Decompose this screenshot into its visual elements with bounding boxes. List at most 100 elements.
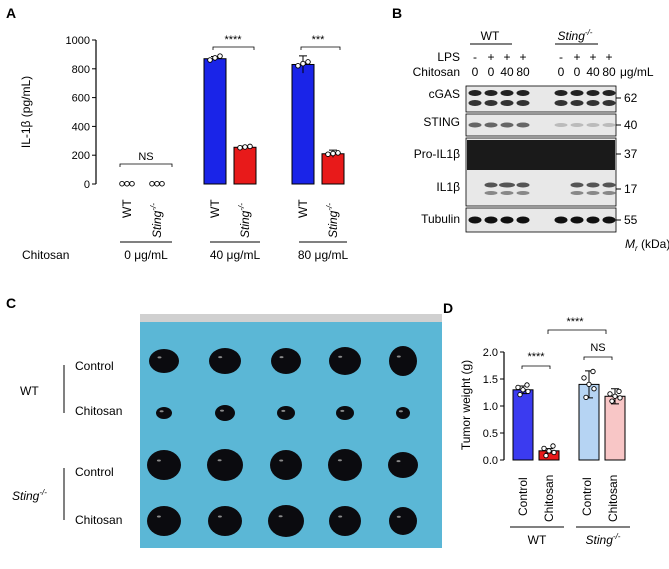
panel-d-xlabel: Control xyxy=(516,477,530,516)
panel-d-bars xyxy=(512,368,626,461)
panel-d-point xyxy=(586,381,592,388)
panel-a-point xyxy=(129,180,135,187)
tumor xyxy=(389,346,417,376)
panel-a-ytick: 1000 xyxy=(66,35,90,47)
panel-d-point xyxy=(515,384,521,391)
panel-a-sig-ns: NS xyxy=(138,151,153,163)
blot-label: Pro-IL1β xyxy=(414,147,460,161)
panel-d-ytick: 0.0 xyxy=(483,455,498,467)
panel-c-letter: C xyxy=(6,295,16,311)
panel-a-point xyxy=(119,180,125,187)
panel-d-point xyxy=(609,398,615,404)
blot-band xyxy=(516,100,530,106)
tumor xyxy=(209,348,241,374)
panel-d-point xyxy=(524,382,530,388)
panel-a-y-ticks: 0 200 400 600 800 1000 xyxy=(66,35,96,191)
blot-band-pro-il1b xyxy=(467,140,615,170)
panel-a-ytick: 600 xyxy=(72,93,90,105)
tumor xyxy=(388,452,418,478)
blot-marker-label: 17 xyxy=(624,182,638,196)
panel-c: C Control Chitosan Control Chitosan WT S… xyxy=(6,295,442,548)
blot-band xyxy=(500,122,514,128)
blot-band xyxy=(468,216,482,224)
tumor-highlight xyxy=(396,355,401,358)
panel-b-lps-value: + xyxy=(519,50,526,64)
panel-d-point xyxy=(591,386,597,392)
blot-band xyxy=(570,182,584,188)
panel-a-xlabel-wt: WT xyxy=(296,199,310,218)
panel-d-point xyxy=(520,387,526,393)
ruler xyxy=(140,314,442,322)
panel-d-xlabel: Control xyxy=(580,477,594,516)
panel-d-bar xyxy=(604,395,626,461)
panel-b-chitosan-value: 0 xyxy=(472,65,479,79)
blot-band xyxy=(602,123,616,127)
tumor-highlight xyxy=(398,410,403,413)
panel-a-group-label: 40 μg/mL xyxy=(210,248,261,262)
panel-b-group-sting: Sting-/- xyxy=(558,28,593,43)
panel-a-point xyxy=(149,180,155,187)
blot-band xyxy=(468,100,482,106)
panel-a-point xyxy=(154,180,160,187)
tumor xyxy=(270,450,302,480)
blot-label: Tubulin xyxy=(421,212,460,226)
tumor xyxy=(149,349,179,373)
panel-a-point xyxy=(325,151,331,157)
panel-d-point xyxy=(541,445,547,452)
panel-b-letter: B xyxy=(392,5,402,21)
panel-b-unit: μg/mL xyxy=(620,65,654,79)
blot-band xyxy=(586,216,600,224)
blot-band xyxy=(516,216,530,224)
panel-a-xlabel-wt: WT xyxy=(120,199,134,218)
tumor-highlight xyxy=(338,355,343,358)
blot-band xyxy=(554,216,568,224)
panel-c-row-label: Control xyxy=(75,359,114,373)
panel-a-bar xyxy=(203,58,227,185)
blot-membrane xyxy=(465,85,617,113)
tumor-highlight xyxy=(340,409,345,412)
panel-a-bar xyxy=(233,146,257,185)
blot-label: IL1β xyxy=(436,180,460,194)
tumor xyxy=(329,506,361,536)
panel-d-xlabel: Chitosan xyxy=(606,475,620,522)
panel-b-chitosan-value: 80 xyxy=(516,65,530,79)
tumor-highlight xyxy=(217,515,222,518)
panel-d-bracket-sting xyxy=(583,356,613,360)
blot-band xyxy=(586,90,600,96)
panel-d-point xyxy=(612,393,618,399)
panel-d-ytick: 0.5 xyxy=(483,428,498,440)
panel-d-bracket-wt xyxy=(521,365,551,369)
panel-d-point xyxy=(617,395,623,401)
tumor-highlight xyxy=(157,356,162,359)
blot-band xyxy=(554,123,568,127)
panel-a-ytick: 400 xyxy=(72,121,90,133)
panel-d-letter: D xyxy=(443,300,453,316)
panel-d-point xyxy=(551,449,557,456)
blot-band xyxy=(468,122,482,128)
panel-b-lps-value: + xyxy=(605,50,612,64)
blot-band xyxy=(499,182,515,188)
blot-band xyxy=(516,122,530,128)
blot-band xyxy=(500,191,514,195)
panel-a-xlabel-sting: Sting-/- xyxy=(237,203,252,238)
tumor-highlight xyxy=(156,459,161,462)
blot-band xyxy=(602,216,616,224)
panel-a-point xyxy=(159,180,165,187)
tumor-highlight xyxy=(337,459,342,462)
panel-b-chitosan-label: Chitosan xyxy=(413,65,460,79)
blot-band xyxy=(484,191,498,195)
blot-band xyxy=(500,216,514,224)
tumor xyxy=(156,407,172,419)
blot-band xyxy=(570,216,584,224)
tumor xyxy=(208,506,242,536)
panel-d-ytick: 1.5 xyxy=(483,374,498,386)
panel-a-bracket-40 xyxy=(212,46,255,50)
panel-a-ytick: 800 xyxy=(72,64,90,76)
panel-d-ytick: 2.0 xyxy=(483,347,498,359)
blot-band xyxy=(586,123,600,127)
tumor xyxy=(207,449,243,481)
panel-a-ylabel: IL-1β (pg/mL) xyxy=(19,76,33,148)
panel-a-sig-80: *** xyxy=(312,34,326,46)
blot-band xyxy=(570,191,584,195)
